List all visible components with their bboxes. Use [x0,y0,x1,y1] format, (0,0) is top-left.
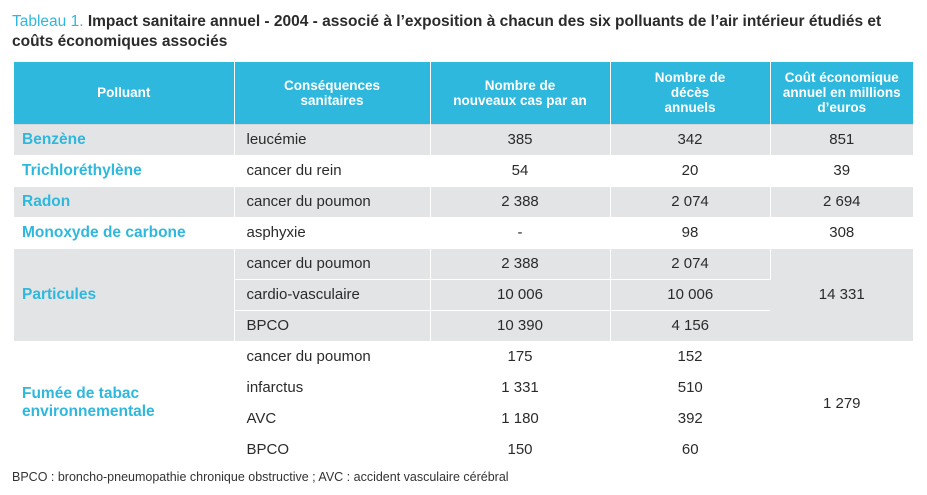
table-row: Trichloréthylène cancer du rein 54 20 39 [14,154,913,187]
deaths-cell: 2 074 [610,247,771,280]
cases-cell: 10 006 [430,278,611,311]
header-new-cases: Nombre de nouveaux cas par an [430,62,611,124]
pollutant-cell: Fumée de tabac environnementale [14,340,235,466]
consequence-cell: cancer du poumon [233,340,431,373]
cost-cell: 1 279 [770,340,913,466]
pollutant-cell: Trichloréthylène [14,154,235,187]
consequence-cell: infarctus [233,371,431,404]
cases-cell: - [430,216,611,249]
deaths-cell: 510 [610,371,770,404]
cases-cell: 1 180 [430,402,611,435]
consequence-cell: cancer du poumon [233,185,431,218]
deaths-cell: 152 [610,340,771,373]
table-caption: Tableau 1. Impact sanitaire annuel - 200… [12,12,917,52]
footnote: BPCO : broncho-pneumopathie chronique ob… [12,470,509,484]
pollutant-cell: Monoxyde de carbone [14,216,235,249]
header-cost: Coût économique annuel en millions d’eur… [770,62,913,124]
table-row: AVC 1 180 392 [14,402,913,435]
cases-cell: 2 388 [430,247,611,280]
cases-cell: 150 [430,433,611,466]
consequence-cell: cardio-vasculaire [233,278,431,311]
cases-cell: 10 390 [430,309,611,342]
table-row: BPCO 150 60 [14,433,913,466]
consequence-cell: leucémie [233,123,431,156]
pollutant-cell: Particules [14,247,235,342]
table-row: Benzène leucémie 385 342 851 [14,123,913,156]
deaths-cell: 60 [610,433,770,466]
consequence-cell: cancer du poumon [233,247,431,280]
cases-cell: 385 [430,123,611,156]
header-consequences: Conséquences sanitaires [234,62,431,124]
table-row: Fumée de tabac environnementale cancer d… [14,340,913,466]
table-row: Radon cancer du poumon 2 388 2 074 2 694 [14,185,913,218]
table-number: Tableau 1. [12,13,84,30]
cost-cell: 39 [770,154,913,187]
cases-cell: 1 331 [430,371,611,404]
cost-cell: 851 [770,123,913,156]
deaths-cell: 10 006 [610,278,770,311]
deaths-cell: 342 [610,123,771,156]
cases-cell: 54 [430,154,611,187]
header-pollutant: Polluant [14,62,235,124]
deaths-cell: 98 [610,216,771,249]
consequence-cell: BPCO [233,309,431,342]
deaths-cell: 4 156 [610,309,770,342]
pollutant-cell: Radon [14,185,235,218]
header-row: Polluant Conséquences sanitaires Nombre … [14,62,913,124]
cost-cell: 308 [770,216,913,249]
deaths-cell: 20 [610,154,771,187]
consequence-cell: cancer du rein [233,154,431,187]
table-row: cardio-vasculaire 10 006 10 006 [14,278,913,311]
table-row: Particules cancer du poumon 2 388 2 074 … [14,247,913,342]
cost-cell: 14 331 [770,247,913,342]
consequence-cell: BPCO [233,433,431,466]
pollutant-cell: Benzène [14,123,235,156]
table-title: Impact sanitaire annuel - 2004 - associé… [12,13,882,50]
cases-cell: 175 [430,340,611,373]
deaths-cell: 392 [610,402,770,435]
table-row: Monoxyde de carbone asphyxie - 98 308 [14,216,913,249]
cost-cell: 2 694 [770,185,913,218]
consequence-cell: asphyxie [233,216,431,249]
table-row: infarctus 1 331 510 [14,371,913,404]
deaths-cell: 2 074 [610,185,771,218]
cases-cell: 2 388 [430,185,611,218]
header-deaths: Nombre de décès annuels [610,62,771,124]
health-impact-table: Polluant Conséquences sanitaires Nombre … [14,62,913,466]
consequence-cell: AVC [233,402,431,435]
